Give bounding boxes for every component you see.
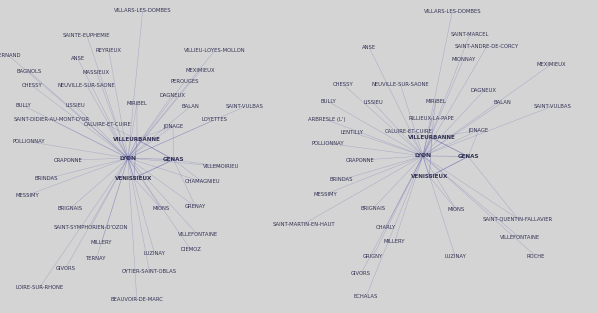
Text: DAGNEUX: DAGNEUX (159, 93, 185, 98)
Text: LOYETTES: LOYETTES (201, 117, 227, 122)
Text: JONAGE: JONAGE (163, 124, 183, 129)
Text: POLLIONNAY: POLLIONNAY (13, 139, 45, 144)
Text: CHESSY: CHESSY (22, 83, 43, 88)
Text: TERNAY: TERNAY (86, 256, 107, 261)
Text: GENAS: GENAS (163, 157, 184, 162)
Text: POLLIONNAY: POLLIONNAY (312, 141, 344, 146)
Text: CHARLY: CHARLY (376, 225, 396, 230)
Text: VILLEFONTAINE: VILLEFONTAINE (500, 235, 540, 240)
Text: VILLEURBANNE: VILLEURBANNE (113, 137, 161, 142)
Text: ANSE: ANSE (71, 56, 85, 61)
Text: CHESSY: CHESSY (333, 82, 354, 87)
Text: BALAN: BALAN (181, 104, 199, 109)
Text: SAINT-DIDIER-AU-MONT-D'OR: SAINT-DIDIER-AU-MONT-D'OR (14, 117, 90, 122)
Text: SAINT-VULBAS: SAINT-VULBAS (225, 105, 263, 110)
Text: NEUVILLE-SUR-SAONE: NEUVILLE-SUR-SAONE (372, 82, 429, 87)
Text: MIONNAY: MIONNAY (451, 57, 475, 62)
Text: ARBRESLE (L'): ARBRESLE (L') (308, 117, 346, 122)
Text: MIRIBEL: MIRIBEL (127, 101, 147, 106)
Text: BEAUVOIR-DE-MARC: BEAUVOIR-DE-MARC (110, 297, 163, 302)
Text: VENISSIEUX: VENISSIEUX (411, 174, 448, 179)
Text: CALUIRE-ET-CUIRE: CALUIRE-ET-CUIRE (84, 122, 131, 127)
Text: CRAPONNE: CRAPONNE (54, 158, 82, 163)
Text: BAGNOLS: BAGNOLS (16, 69, 41, 74)
Text: MILLERY: MILLERY (384, 239, 405, 244)
Text: GRENAY: GRENAY (185, 204, 206, 209)
Text: VILLARS-LES-DOMBES: VILLARS-LES-DOMBES (114, 8, 171, 13)
Text: MEXIMIEUX: MEXIMIEUX (537, 62, 566, 67)
Text: MIONS: MIONS (153, 206, 170, 211)
Text: SAINT-SYMPHORIEN-D'OZON: SAINT-SYMPHORIEN-D'OZON (53, 225, 128, 230)
Text: BALAN: BALAN (493, 100, 511, 105)
Text: SAINTE-EUPHEMIE: SAINTE-EUPHEMIE (63, 33, 110, 38)
Text: GIVORS: GIVORS (56, 266, 75, 271)
Text: BRINDAS: BRINDAS (35, 176, 59, 181)
Text: GIVORS: GIVORS (351, 271, 371, 276)
Text: JONAGE: JONAGE (469, 128, 489, 133)
Text: SAINT-MARTIN-EN-HAUT: SAINT-MARTIN-EN-HAUT (272, 222, 335, 227)
Text: CHAMAGNIEU: CHAMAGNIEU (184, 179, 220, 184)
Text: MIRIBEL: MIRIBEL (426, 99, 446, 104)
Text: MEXIMIEUX: MEXIMIEUX (186, 68, 216, 73)
Text: MESSIMY: MESSIMY (15, 193, 39, 198)
Text: LYON: LYON (119, 156, 137, 161)
Text: CALUIRE-ET-CUIRE: CALUIRE-ET-CUIRE (384, 129, 432, 134)
Text: DAGNEUX: DAGNEUX (471, 88, 497, 93)
Text: MASSIEUX: MASSIEUX (83, 70, 110, 75)
Text: NEUVILLE-SUR-SAONE: NEUVILLE-SUR-SAONE (58, 83, 116, 88)
Text: VENISSIEUX: VENISSIEUX (115, 176, 152, 181)
Text: LYON: LYON (414, 153, 432, 158)
Text: OYTIER-SAINT-OBLAS: OYTIER-SAINT-OBLAS (122, 269, 177, 274)
Text: TERNAND: TERNAND (0, 53, 21, 58)
Text: VILLARS-LES-DOMBES: VILLARS-LES-DOMBES (423, 9, 481, 14)
Text: LUZINAY: LUZINAY (444, 254, 466, 259)
Text: GRIGNY: GRIGNY (363, 254, 383, 259)
Text: MESSIMY: MESSIMY (313, 192, 337, 197)
Text: LISSIEU: LISSIEU (363, 100, 383, 105)
Text: BULLY: BULLY (15, 103, 31, 108)
Text: RILLIEUX-LA-PAPE: RILLIEUX-LA-PAPE (409, 116, 455, 121)
Text: LUZINAY: LUZINAY (143, 251, 165, 256)
Text: SAINT-MARCEL: SAINT-MARCEL (451, 32, 489, 37)
Text: BRIGNAIS: BRIGNAIS (361, 206, 386, 211)
Text: PEROUGES: PEROUGES (171, 79, 199, 84)
Text: LOIRE-SUR-RHONE: LOIRE-SUR-RHONE (16, 285, 64, 290)
Text: VILLEURBANNE: VILLEURBANNE (408, 136, 456, 141)
Text: LENTILLY: LENTILLY (341, 130, 364, 135)
Text: ANSE: ANSE (362, 45, 376, 50)
Text: VILLEMOIRIEU: VILLEMOIRIEU (203, 164, 239, 169)
Text: GENAS: GENAS (457, 154, 479, 159)
Text: VILLIEU-LOYES-MOLLON: VILLIEU-LOYES-MOLLON (184, 48, 245, 53)
Text: DIEMOZ: DIEMOZ (180, 247, 201, 252)
Text: BRINDAS: BRINDAS (330, 177, 353, 182)
Text: BULLY: BULLY (320, 99, 336, 104)
Text: SAINT-ANDRE-DE-CORCY: SAINT-ANDRE-DE-CORCY (455, 44, 519, 49)
Text: VILLEFONTAINE: VILLEFONTAINE (177, 232, 218, 237)
Text: MILLERY: MILLERY (91, 240, 112, 245)
Text: SAINT-VULBAS: SAINT-VULBAS (533, 104, 571, 109)
Text: BRIGNAIS: BRIGNAIS (57, 206, 82, 211)
Text: LISSIEU: LISSIEU (65, 103, 85, 108)
Text: ROCHE: ROCHE (527, 254, 545, 259)
Text: REYRIEUX: REYRIEUX (96, 48, 122, 53)
Text: SAINT-QUENTIN-FALLAVIER: SAINT-QUENTIN-FALLAVIER (483, 217, 553, 222)
Text: CRAPONNE: CRAPONNE (346, 158, 375, 163)
Text: MIONS: MIONS (448, 207, 465, 212)
Text: ECHALAS: ECHALAS (354, 294, 378, 299)
